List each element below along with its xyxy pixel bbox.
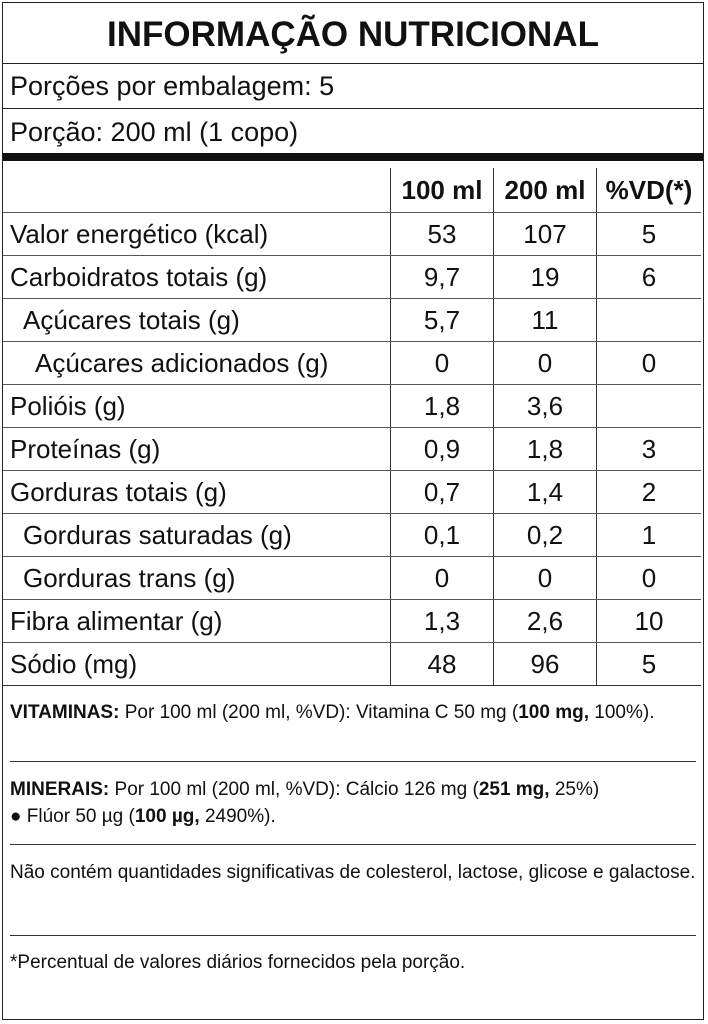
text: 100%). (594, 702, 655, 723)
nutrient-name: Gorduras totais (g) (3, 470, 391, 514)
value-cell: 96 (493, 642, 597, 686)
separator (10, 935, 696, 936)
row: Polióis (g) 1,8 3,6 (3, 384, 701, 428)
nutrient-name: Valor energético (kcal) (3, 212, 391, 256)
value-cell: 2,6 (493, 599, 597, 643)
value-cell: 0 (390, 556, 494, 600)
value-cell: 1,8 (390, 384, 494, 428)
value-cell: 3,6 (493, 384, 597, 428)
value-cell: 0,1 (390, 513, 494, 557)
text: 100 µg, (134, 806, 200, 827)
value-cell: 19 (493, 255, 597, 299)
nutrient-name: Açúcares totais (g) (3, 298, 391, 342)
servings: Porções por embalagem: 5 (3, 64, 703, 109)
footnote: *Percentual de valores diários fornecido… (10, 952, 466, 973)
value-cell: 0 (390, 341, 494, 385)
column-header: %VD(*) (596, 168, 701, 213)
row: Açúcares totais (g) 5,7 11 (3, 298, 701, 342)
value-cell: 5 (596, 642, 701, 686)
row: Açúcares adicionados (g) 0 0 0 (3, 341, 701, 385)
value-cell: 3 (596, 427, 701, 471)
vitamins: VITAMINAS: Por 100 ml (200 ml, %VD): Vit… (3, 699, 703, 761)
nutrient-name: Carboidratos totais (g) (3, 255, 391, 299)
value-cell: 11 (493, 298, 597, 342)
title: INFORMAÇÃO NUTRICIONAL (3, 3, 703, 64)
row: Sódio (mg) 48 96 5 (3, 642, 701, 686)
text: 2490%). (204, 806, 276, 827)
nutrient-name: Sódio (mg) (3, 642, 391, 686)
value-cell: 0 (596, 556, 701, 600)
vitamins-label: VITAMINAS: (10, 702, 120, 723)
column-header: 100 ml (390, 168, 494, 213)
column-header: 200 ml (493, 168, 597, 213)
value-cell: 1,8 (493, 427, 597, 471)
value-cell: 0,7 (390, 470, 494, 514)
row: Valor energético (kcal) 53 107 5 (3, 212, 701, 256)
nutrient-name: Gorduras trans (g) (3, 556, 391, 600)
text: 25%) (554, 779, 600, 800)
value-cell: 9,7 (390, 255, 494, 299)
nutrient-name: Fibra alimentar (g) (3, 599, 391, 643)
value-cell: 6 (596, 255, 701, 299)
row: Proteínas (g) 0,9 1,8 3 (3, 427, 701, 471)
value-cell: 107 (493, 212, 597, 256)
nutrient-name: Proteínas (g) (3, 427, 391, 471)
text: Por 100 ml (200 ml, %VD): Cálcio 126 mg … (114, 779, 479, 800)
minerals-label: MINERAIS: (10, 779, 110, 800)
value-cell: 0 (596, 341, 701, 385)
value-cell: 0,2 (493, 513, 597, 557)
value-cell: 2 (596, 470, 701, 514)
value-cell: 48 (390, 642, 494, 686)
portion: Porção: 200 ml (1 copo) (3, 109, 703, 161)
value-cell: 5,7 (390, 298, 494, 342)
row: Fibra alimentar (g) 1,3 2,6 10 (3, 599, 701, 643)
minerals: MINERAIS: Por 100 ml (200 ml, %VD): Cálc… (3, 776, 703, 844)
value-cell: 0 (493, 556, 597, 600)
nutrient-name: Polióis (g) (3, 384, 391, 428)
separator (10, 761, 696, 762)
cell (3, 168, 391, 213)
text: Por 100 ml (200 ml, %VD): Vitamina C 50 … (124, 702, 519, 723)
row: Gorduras saturadas (g) 0,1 0,2 1 (3, 513, 701, 557)
text: 100 mg, (518, 702, 589, 723)
value-cell: 0 (493, 341, 597, 385)
value-cell (596, 298, 701, 342)
value-cell: 53 (390, 212, 494, 256)
row: Carboidratos totais (g) 9,7 19 6 (3, 255, 701, 299)
text: ● Flúor 50 µg ( (10, 806, 135, 827)
text: 251 mg, (478, 779, 550, 800)
nutrient-name: Açúcares adicionados (g) (3, 341, 391, 385)
row: Gorduras trans (g) 0 0 0 (3, 556, 701, 600)
row: Gorduras totais (g) 0,7 1,4 2 (3, 470, 701, 514)
header-row: 100 ml 200 ml %VD(*) (3, 168, 701, 213)
note: Não contém quantidades significativas de… (10, 862, 696, 883)
value-cell: 1 (596, 513, 701, 557)
value-cell (596, 384, 701, 428)
value-cell: 0,9 (390, 427, 494, 471)
nutrient-name: Gorduras saturadas (g) (3, 513, 391, 557)
value-cell: 1,3 (390, 599, 494, 643)
value-cell: 10 (596, 599, 701, 643)
nutrition-table: 100 ml 200 ml %VD(*) Valor energético (kcal… (3, 168, 701, 686)
value-cell: 1,4 (493, 470, 597, 514)
value-cell: 5 (596, 212, 701, 256)
separator (10, 844, 696, 845)
